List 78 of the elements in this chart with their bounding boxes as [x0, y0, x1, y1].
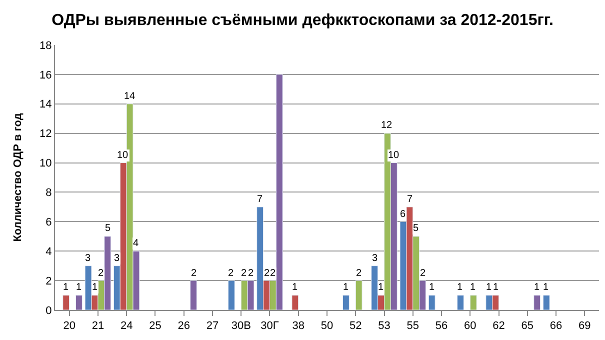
y-tick-label: 4	[46, 246, 52, 258]
x-tick-label: 60	[464, 320, 476, 332]
bar	[428, 295, 436, 310]
x-tick-label: 65	[521, 320, 534, 332]
y-tick-label: 12	[40, 128, 52, 140]
bar	[542, 295, 550, 310]
data-label: 1	[63, 282, 69, 293]
data-label: 2	[356, 268, 362, 279]
data-label: 1	[486, 282, 492, 293]
data-label: 3	[372, 253, 378, 264]
data-label: 1	[429, 282, 435, 293]
data-label: 2	[264, 268, 270, 279]
x-tick-label: 30Г	[260, 320, 279, 332]
y-tick-label: 2	[46, 275, 52, 288]
data-label: 2	[270, 268, 276, 279]
bar	[76, 295, 82, 310]
data-label: 7	[407, 194, 413, 205]
bar	[228, 280, 235, 310]
data-label: 1	[457, 282, 463, 293]
bar	[342, 295, 350, 310]
y-tick-label: 8	[46, 187, 52, 200]
x-tick-label: 20	[63, 320, 76, 332]
bar	[534, 295, 541, 310]
y-tick-label: 14	[40, 98, 52, 111]
bar	[62, 295, 70, 310]
data-label: 1	[543, 282, 549, 293]
x-tick-label: 55	[406, 320, 420, 332]
y-tick-label: 0	[46, 304, 52, 317]
data-label: 1	[534, 282, 540, 293]
data-label: 2	[98, 268, 104, 279]
bar	[292, 295, 299, 310]
bar	[470, 295, 477, 310]
x-tick-label: 30В	[231, 320, 251, 332]
data-label: 1	[76, 282, 82, 293]
data-label: 4	[133, 238, 139, 249]
data-label: 2	[420, 268, 426, 279]
data-label: 10	[388, 150, 400, 161]
y-tick-label: 18	[40, 40, 52, 52]
data-label: 1	[493, 282, 499, 293]
data-label: 5	[413, 223, 419, 234]
x-tick-label: 27	[206, 320, 219, 332]
y-tick-label: 16	[40, 69, 52, 82]
data-label: 5	[105, 223, 111, 234]
x-tick-label: 66	[550, 320, 562, 332]
data-label: 1	[470, 282, 476, 293]
bar	[457, 295, 464, 310]
data-label: 2	[241, 268, 247, 279]
x-tick-label: 26	[178, 320, 190, 332]
y-axis-title: Колличество ОДР в год	[12, 113, 24, 242]
data-label: 14	[124, 91, 136, 102]
data-label: 1	[343, 282, 349, 293]
x-tick-label: 38	[292, 320, 304, 332]
data-label: 2	[191, 268, 197, 279]
data-label: 2	[228, 268, 234, 279]
data-label: 1	[292, 282, 298, 293]
bar	[190, 280, 197, 310]
data-label: 3	[85, 253, 91, 264]
data-label: 1	[378, 282, 384, 293]
x-tick-label: 50	[320, 320, 334, 332]
x-tick-label: 53	[378, 320, 390, 332]
x-tick-label: 52	[350, 320, 362, 332]
y-tick-label: 10	[40, 158, 52, 170]
data-label: 7	[257, 194, 263, 205]
data-label: 3	[114, 253, 120, 264]
x-tick-label: 62	[492, 320, 505, 332]
data-label: 12	[381, 120, 393, 131]
x-tick-label: 21	[92, 320, 104, 332]
bar	[355, 280, 362, 310]
x-tick-label: 25	[149, 320, 162, 332]
x-tick-label: 69	[578, 320, 591, 332]
x-tick-label: 24	[120, 320, 133, 332]
x-tick-label: 56	[435, 320, 448, 332]
data-label: 2	[248, 268, 254, 279]
data-label: 1	[92, 282, 98, 293]
y-tick-label: 6	[46, 216, 52, 229]
data-label: 10	[117, 150, 129, 161]
chart-title: ОДРы выявленные съёмными дефкктоскопами за 2012-2015гг.	[52, 12, 554, 29]
data-label: 6	[400, 209, 406, 220]
